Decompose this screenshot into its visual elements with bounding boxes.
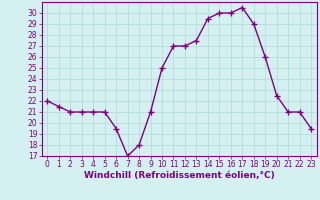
X-axis label: Windchill (Refroidissement éolien,°C): Windchill (Refroidissement éolien,°C) <box>84 171 275 180</box>
